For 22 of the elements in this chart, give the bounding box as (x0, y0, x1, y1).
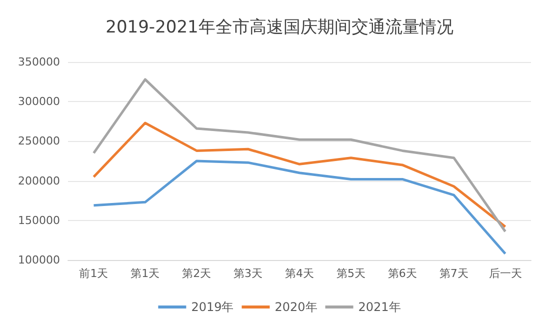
y-tick-label: 250000 (18, 134, 60, 148)
y-tick-label: 200000 (18, 174, 60, 188)
y-tick-label: 100000 (18, 254, 60, 266)
x-tick-label: 第3天 (234, 267, 263, 280)
chart-title: 2019-2021年全市高速国庆期间交通流量情况 (106, 18, 454, 38)
line-series (92, 122, 507, 228)
x-tick-label: 第5天 (336, 267, 366, 280)
x-tick-label: 第6天 (388, 267, 417, 280)
line-series (92, 160, 507, 255)
x-tick-label: 前1天 (79, 267, 108, 280)
legend-label: 2019年 (191, 300, 234, 314)
x-tick-label: 第1天 (130, 267, 160, 280)
y-tick-label: 150000 (18, 214, 60, 227)
x-tick-label: 第7天 (439, 267, 468, 280)
y-tick-label: 350000 (18, 56, 60, 68)
x-tick-label: 第2天 (182, 267, 212, 280)
line-series (92, 78, 507, 233)
x-tick-label: 后一天 (488, 267, 522, 280)
y-tick-label: 300000 (18, 95, 60, 108)
x-tick-label: 第4天 (285, 267, 314, 280)
legend-label: 2021年 (358, 300, 401, 314)
legend-label: 2020年 (274, 300, 318, 314)
